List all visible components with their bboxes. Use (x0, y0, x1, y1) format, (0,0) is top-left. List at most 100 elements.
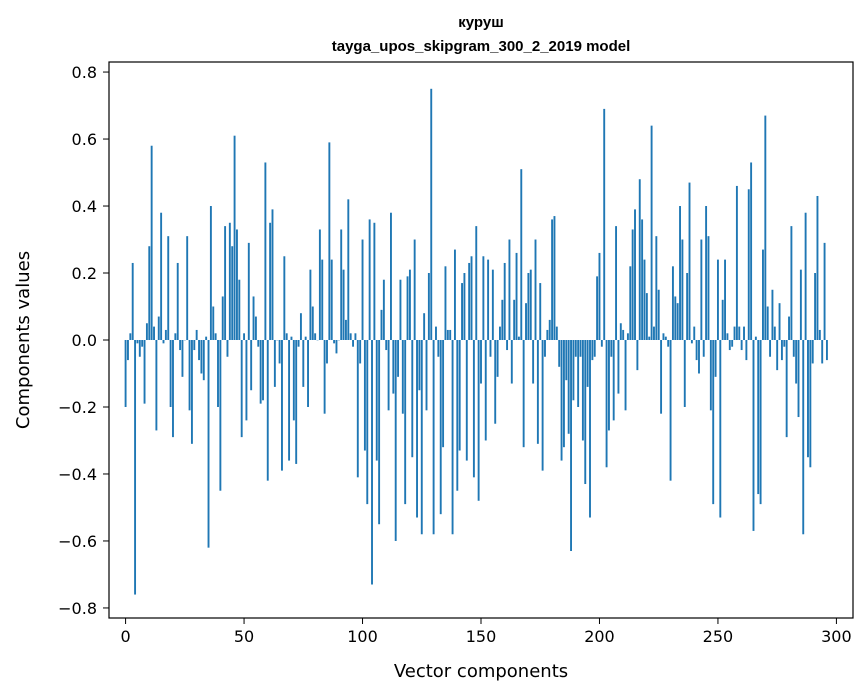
bar-214 (632, 229, 634, 340)
bar-87 (331, 260, 333, 340)
bar-194 (584, 340, 586, 484)
bar-254 (726, 333, 728, 340)
bar-122 (414, 240, 416, 340)
bars-group (125, 89, 828, 595)
bar-204 (608, 340, 610, 430)
bar-251 (719, 340, 721, 518)
bar-78 (309, 270, 311, 340)
bar-229 (667, 340, 669, 347)
bar-222 (651, 126, 653, 340)
bar-21 (174, 333, 176, 340)
bar-211 (625, 340, 627, 410)
bar-197 (591, 340, 593, 360)
bar-219 (644, 260, 646, 340)
bar-65 (279, 340, 281, 363)
bar-121 (411, 340, 413, 457)
bar-75 (302, 340, 304, 387)
y-tick-label: 0.4 (72, 197, 97, 216)
bar-275 (776, 340, 778, 370)
bar-182 (556, 327, 558, 340)
bar-284 (798, 340, 800, 417)
bar-32 (200, 340, 202, 373)
bar-158 (499, 327, 501, 340)
bar-175 (539, 283, 541, 340)
bar-269 (762, 250, 764, 340)
bar-82 (319, 229, 321, 340)
bar-28 (191, 340, 193, 444)
bar-70 (291, 337, 293, 340)
y-tick-label: 0.0 (72, 331, 97, 350)
bar-22 (177, 263, 179, 340)
bar-48 (238, 280, 240, 340)
bar-110 (385, 340, 387, 350)
bar-8 (144, 340, 146, 404)
bar-162 (508, 240, 510, 340)
bar-169 (525, 303, 527, 340)
bar-281 (790, 226, 792, 340)
bar-259 (738, 327, 740, 340)
bar-112 (390, 213, 392, 340)
bar-9 (146, 323, 148, 340)
bar-143 (463, 273, 465, 340)
bar-258 (736, 186, 738, 340)
bar-57 (260, 340, 262, 404)
bar-227 (663, 333, 665, 340)
bar-54 (253, 296, 255, 340)
bar-288 (807, 340, 809, 457)
bar-196 (589, 340, 591, 518)
bar-294 (821, 340, 823, 363)
bar-127 (426, 340, 428, 410)
bar-278 (783, 340, 785, 347)
bar-164 (513, 300, 515, 340)
bar-271 (767, 307, 769, 340)
bar-71 (293, 340, 295, 420)
bar-242 (698, 340, 700, 373)
bar-115 (397, 340, 399, 377)
bar-141 (459, 340, 461, 451)
bar-154 (490, 340, 492, 357)
bar-3 (132, 263, 134, 340)
bar-252 (722, 300, 724, 340)
bar-66 (281, 340, 283, 471)
bar-241 (696, 340, 698, 360)
bar-19 (170, 340, 172, 407)
bar-103 (369, 219, 371, 340)
bar-5 (136, 340, 138, 343)
bar-248 (712, 340, 714, 504)
bar-16 (163, 340, 165, 343)
bar-118 (404, 340, 406, 504)
bar-167 (520, 169, 522, 340)
x-tick-label: 200 (584, 627, 615, 646)
y-tick-label: −0.4 (58, 465, 97, 484)
bar-159 (501, 300, 503, 340)
bar-45 (231, 246, 233, 340)
bar-149 (478, 340, 480, 501)
bar-291 (814, 273, 816, 340)
bar-285 (800, 270, 802, 340)
bar-46 (234, 136, 236, 340)
bar-151 (482, 256, 484, 340)
bar-86 (328, 142, 330, 340)
bar-144 (466, 340, 468, 461)
bar-99 (359, 340, 361, 363)
bar-157 (497, 340, 499, 377)
bar-33 (203, 340, 205, 380)
y-tick-label: 0.2 (72, 264, 97, 283)
bar-280 (788, 317, 790, 340)
bar-245 (705, 206, 707, 340)
bar-68 (286, 333, 288, 340)
bar-205 (610, 340, 612, 357)
bar-137 (449, 330, 451, 340)
bar-35 (208, 340, 210, 548)
bar-18 (167, 236, 169, 340)
bar-42 (224, 226, 226, 340)
bar-166 (518, 337, 520, 340)
bar-73 (298, 340, 300, 347)
bar-100 (362, 240, 364, 340)
y-axis: −0.8−0.6−0.4−0.20.00.20.40.60.8 (58, 63, 109, 618)
bar-290 (812, 340, 814, 363)
bar-12 (153, 327, 155, 340)
bar-153 (487, 260, 489, 340)
bar-163 (511, 340, 513, 384)
bar-69 (288, 340, 290, 461)
